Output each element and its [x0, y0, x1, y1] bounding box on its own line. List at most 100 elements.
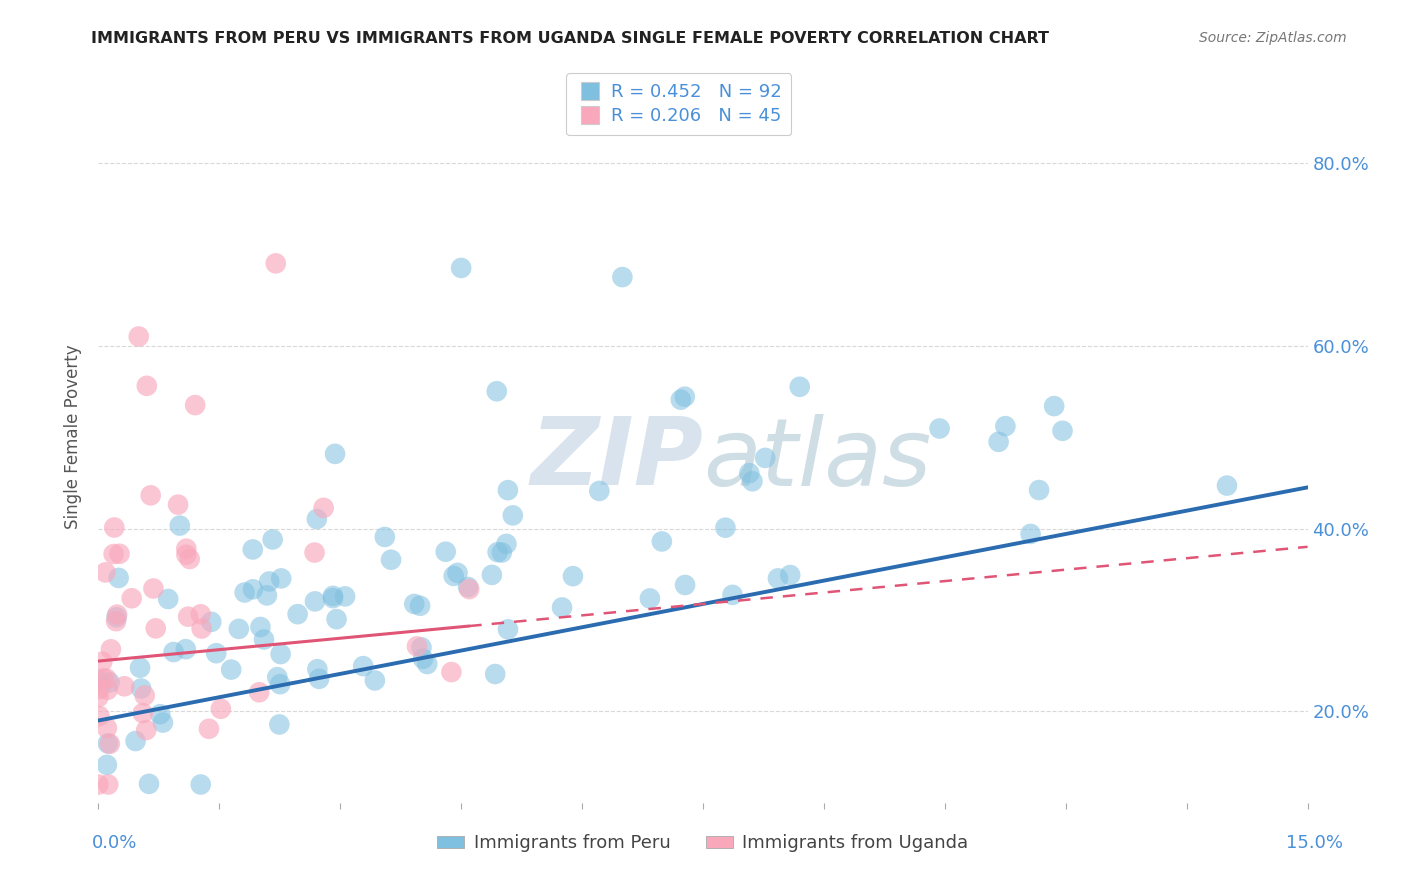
- Point: [721, 588, 744, 602]
- Point: [100, 642, 122, 657]
- Point: [588, 483, 610, 498]
- Point: [142, 582, 165, 596]
- Point: [94, 566, 117, 580]
- Legend: Immigrants from Peru, Immigrants from Uganda: Immigrants from Peru, Immigrants from Ug…: [430, 827, 976, 860]
- Point: [766, 571, 789, 585]
- Point: [256, 588, 278, 602]
- Point: [1216, 478, 1239, 492]
- Point: [446, 566, 468, 580]
- Point: [412, 652, 434, 666]
- Point: [135, 723, 157, 737]
- Point: [135, 379, 157, 393]
- Point: [485, 384, 508, 399]
- Point: [669, 392, 692, 407]
- Point: [259, 574, 281, 589]
- Point: [673, 390, 696, 404]
- Point: [994, 419, 1017, 434]
- Point: [1019, 527, 1042, 541]
- Point: [98, 737, 121, 751]
- Point: [406, 640, 429, 654]
- Point: [179, 552, 201, 566]
- Point: [91, 672, 114, 686]
- Point: [789, 380, 811, 394]
- Point: [481, 568, 503, 582]
- Point: [779, 568, 801, 582]
- Point: [333, 590, 356, 604]
- Text: ZIP: ZIP: [530, 413, 703, 505]
- Point: [176, 541, 198, 556]
- Point: [242, 582, 264, 597]
- Point: [409, 599, 432, 613]
- Point: [134, 689, 156, 703]
- Point: [177, 609, 200, 624]
- Point: [754, 450, 776, 465]
- Point: [105, 610, 128, 624]
- Point: [491, 545, 513, 559]
- Point: [103, 520, 125, 534]
- Point: [486, 545, 509, 559]
- Point: [174, 642, 197, 657]
- Point: [434, 545, 457, 559]
- Point: [484, 667, 506, 681]
- Point: [107, 571, 129, 585]
- Point: [987, 434, 1010, 449]
- Point: [145, 621, 167, 635]
- Point: [87, 778, 110, 792]
- Point: [129, 681, 152, 696]
- Point: [266, 670, 288, 684]
- Point: [352, 659, 374, 673]
- Point: [364, 673, 387, 688]
- Point: [450, 260, 472, 275]
- Point: [738, 466, 761, 480]
- Point: [184, 398, 207, 412]
- Point: [124, 734, 146, 748]
- Point: [139, 488, 162, 502]
- Point: [233, 585, 256, 599]
- Point: [612, 270, 634, 285]
- Point: [287, 607, 309, 622]
- Point: [112, 679, 135, 693]
- Point: [551, 600, 574, 615]
- Point: [495, 537, 517, 551]
- Point: [105, 607, 128, 622]
- Point: [262, 533, 284, 547]
- Point: [304, 594, 326, 608]
- Point: [105, 614, 128, 628]
- Point: [219, 663, 242, 677]
- Point: [91, 655, 114, 669]
- Point: [209, 702, 232, 716]
- Point: [502, 508, 524, 523]
- Point: [322, 591, 344, 606]
- Point: [87, 690, 110, 705]
- Point: [411, 640, 433, 655]
- Point: [128, 329, 150, 343]
- Point: [1028, 483, 1050, 497]
- Point: [673, 578, 696, 592]
- Point: [1043, 399, 1066, 413]
- Point: [190, 622, 212, 636]
- Point: [380, 553, 402, 567]
- Point: [457, 580, 479, 594]
- Point: [98, 675, 121, 690]
- Point: [89, 682, 111, 697]
- Point: [496, 483, 519, 498]
- Point: [374, 530, 396, 544]
- Point: [97, 736, 120, 750]
- Point: [205, 646, 228, 660]
- Point: [228, 622, 250, 636]
- Point: [440, 665, 463, 679]
- Point: [307, 662, 329, 676]
- Point: [270, 571, 292, 585]
- Point: [741, 475, 763, 489]
- Point: [157, 592, 180, 607]
- Point: [269, 677, 291, 691]
- Text: 0.0%: 0.0%: [91, 834, 136, 852]
- Point: [322, 589, 344, 603]
- Point: [562, 569, 585, 583]
- Text: 15.0%: 15.0%: [1285, 834, 1343, 852]
- Point: [651, 534, 673, 549]
- Point: [1052, 424, 1074, 438]
- Point: [132, 706, 155, 720]
- Point: [416, 657, 439, 671]
- Point: [162, 645, 184, 659]
